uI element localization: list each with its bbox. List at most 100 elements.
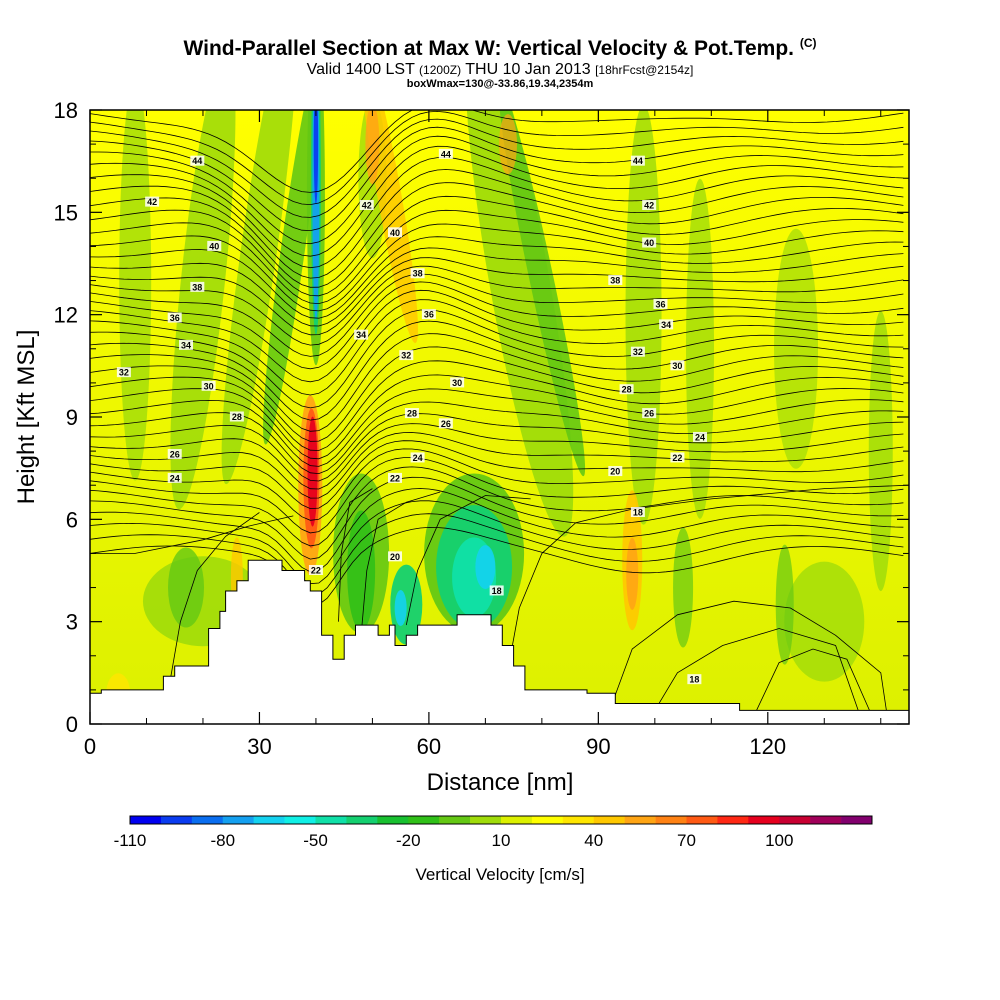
contour-label: 18 <box>689 675 699 685</box>
theta-contour-low <box>507 484 909 670</box>
y-tick-label: 6 <box>66 507 78 532</box>
contour-label: 36 <box>170 313 180 323</box>
x-axis-title: Distance [nm] <box>427 769 574 796</box>
x-tick-label: 60 <box>417 734 441 759</box>
y-tick-label: 15 <box>54 200 78 225</box>
colorbar-swatch <box>593 816 625 824</box>
contour-label: 24 <box>413 453 423 463</box>
colorbar-swatch <box>470 816 502 824</box>
theta-contour <box>90 247 904 327</box>
contour-label: 18 <box>492 586 502 596</box>
contour-label-bg <box>693 431 708 442</box>
velocity-cell <box>168 547 205 628</box>
contour-label-bg <box>619 384 634 395</box>
contour-label-bg <box>421 309 436 320</box>
contour-label: 42 <box>147 197 157 207</box>
theta-contour-low <box>654 628 859 711</box>
contour-label: 36 <box>655 299 665 309</box>
colorbar-label: -20 <box>396 831 421 850</box>
contour-label: 38 <box>610 276 620 286</box>
velocity-cell <box>365 110 380 185</box>
velocity-cell <box>475 545 496 590</box>
velocity-cell <box>119 110 152 481</box>
colorbar-swatch <box>377 816 409 824</box>
theta-contour <box>90 488 904 573</box>
contour-label: 38 <box>413 269 423 279</box>
colorbar: -110 -80 -50 -20 10 40 70 100 <box>114 815 873 850</box>
subtitle-forecast: [18hrFcst@2154z] <box>595 63 694 77</box>
contour-label: 22 <box>311 566 321 576</box>
contour-label-bg <box>438 418 453 429</box>
y-tick-label: 0 <box>66 712 78 737</box>
contour-label: 22 <box>672 453 682 463</box>
colorbar-swatch <box>779 816 811 824</box>
velocity-cell <box>774 228 819 469</box>
contour-label-bg <box>630 155 645 166</box>
contour-label: 20 <box>610 467 620 477</box>
contour-label-bg <box>116 367 131 378</box>
y-tick-label: 3 <box>66 610 78 635</box>
theta-contour-low <box>90 515 294 554</box>
contour-label: 42 <box>644 201 654 211</box>
velocity-cell <box>498 110 586 477</box>
contour-label-bg <box>167 449 182 460</box>
theta-contour <box>90 388 904 467</box>
colorbar-swatch <box>655 816 687 824</box>
colorbar-title: Vertical Velocity [cm/s] <box>415 865 584 884</box>
theta-contour <box>90 333 904 432</box>
theta-contour <box>90 273 904 357</box>
theta-contour <box>90 156 904 269</box>
contour-label: 34 <box>181 340 191 350</box>
contour-label-bg <box>450 377 465 388</box>
contour-label-bg <box>145 196 160 207</box>
contour-label-bg <box>190 155 205 166</box>
theta-contour <box>90 346 904 442</box>
theta-contour <box>90 309 904 409</box>
theta-contour <box>90 110 904 206</box>
contour-label: 32 <box>119 368 129 378</box>
contour-label: 28 <box>622 385 632 395</box>
contour-label-bg <box>653 298 668 309</box>
velocity-cell <box>626 537 639 610</box>
velocity-cell <box>394 590 407 627</box>
terrain <box>90 559 909 724</box>
theta-contour <box>90 289 904 383</box>
chart-box-info: boxWmax=130@-33.86,19.34,2354m <box>406 78 594 90</box>
theta-contour-low <box>405 495 531 626</box>
x-tick-label: 0 <box>84 734 96 759</box>
colorbar-swatch <box>501 816 533 824</box>
velocity-cell <box>313 110 319 205</box>
contour-label-bg <box>167 312 182 323</box>
contour-label-bg <box>687 674 702 685</box>
theta-contours <box>90 110 909 711</box>
theta-contour <box>90 223 904 312</box>
contour-label-bg <box>167 472 182 483</box>
contour-label: 44 <box>441 149 451 159</box>
colorbar-swatch <box>191 816 224 824</box>
contour-label: 28 <box>232 412 242 422</box>
contour-label-bg <box>630 346 645 357</box>
contour-label-bg <box>207 240 222 251</box>
x-tick-label: 120 <box>749 734 786 759</box>
velocity-cell <box>498 114 517 175</box>
velocity-cell <box>775 544 794 665</box>
colorbar-swatch <box>253 816 285 824</box>
contour-label: 40 <box>644 238 654 248</box>
theta-contour <box>90 257 904 336</box>
theta-contour <box>90 236 904 319</box>
y-tick-label: 12 <box>54 303 78 328</box>
colorbar-swatch <box>408 816 440 824</box>
theta-contour <box>90 145 904 257</box>
contour-label: 32 <box>633 347 643 357</box>
theta-contour-low <box>168 512 260 687</box>
chart-title-tag: (C) <box>799 36 817 50</box>
colorbar-label: 10 <box>492 831 511 850</box>
colorbar-swatch <box>439 816 471 824</box>
contour-label-bg <box>354 329 369 340</box>
subtitle-valid: Valid 1400 LST <box>306 61 415 78</box>
contour-label-bg <box>388 227 403 238</box>
contour-label-bg <box>388 551 403 562</box>
contour-label: 36 <box>424 310 434 320</box>
theta-contour <box>90 466 904 547</box>
